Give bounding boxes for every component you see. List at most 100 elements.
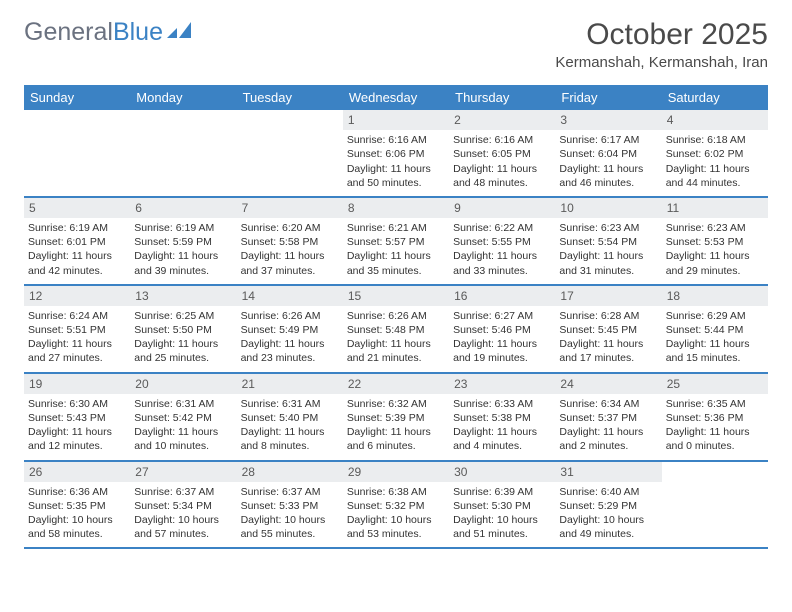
sunrise-text: Sunrise: 6:19 AM [134,221,232,235]
day-cell: 5Sunrise: 6:19 AMSunset: 6:01 PMDaylight… [24,198,130,284]
sunset-text: Sunset: 5:55 PM [453,235,551,249]
sunset-text: Sunset: 5:53 PM [666,235,764,249]
weekday-sat: Saturday [662,85,768,110]
day-number: 9 [449,198,555,218]
day-number: 16 [449,286,555,306]
sunset-text: Sunset: 6:06 PM [347,147,445,161]
day-cell [662,462,768,548]
sunset-text: Sunset: 6:01 PM [28,235,126,249]
week-row: 1Sunrise: 6:16 AMSunset: 6:06 PMDaylight… [24,110,768,198]
sunrise-text: Sunrise: 6:31 AM [241,397,339,411]
day-cell: 22Sunrise: 6:32 AMSunset: 5:39 PMDayligh… [343,374,449,460]
weeks-container: 1Sunrise: 6:16 AMSunset: 6:06 PMDaylight… [24,110,768,549]
header: GeneralBlue October 2025 Kermanshah, Ker… [24,18,768,71]
day-cell: 10 Sunrise: 6:23 AMSunset: 5:54 PMDayligh… [555,198,661,284]
daylight-text: Daylight: 11 hours and 46 minutes. [559,162,657,190]
daylight-text: Daylight: 11 hours and 29 minutes. [666,249,764,277]
day-cell: 11 Sunrise: 6:23 AMSunset: 5:53 PMDayligh… [662,198,768,284]
sunrise-text: Sunrise: 6:33 AM [453,397,551,411]
sunrise-text: Sunrise: 6:26 AM [241,309,339,323]
sunset-text: Sunset: 5:36 PM [666,411,764,425]
day-cell: 17Sunrise: 6:28 AMSunset: 5:45 PMDayligh… [555,286,661,372]
day-number: 17 [555,286,661,306]
day-cell: 24Sunrise: 6:34 AMSunset: 5:37 PMDayligh… [555,374,661,460]
sunrise-text: Sunrise: 6:37 AM [241,485,339,499]
day-cell: 28 Sunrise: 6:37 AMSunset: 5:33 PMDayligh… [237,462,343,548]
logo-text-blue: Blue [113,18,163,47]
daylight-text: Daylight: 11 hours and 10 minutes. [134,425,232,453]
day-cell: 31Sunrise: 6:40 AMSunset: 5:29 PMDayligh… [555,462,661,548]
sunrise-text: Sunrise: 6:21 AM [347,221,445,235]
day-number: 4 [662,110,768,130]
day-cell: 2Sunrise: 6:16 AMSunset: 6:05 PMDaylight… [449,110,555,196]
sunset-text: Sunset: 5:33 PM [241,499,339,513]
daylight-text: Daylight: 11 hours and 37 minutes. [241,249,339,277]
daylight-text: Daylight: 11 hours and 39 minutes. [134,249,232,277]
daylight-text: Daylight: 11 hours and 25 minutes. [134,337,232,365]
day-number: 15 [343,286,449,306]
daylight-text: Daylight: 11 hours and 31 minutes. [559,249,657,277]
sunset-text: Sunset: 6:04 PM [559,147,657,161]
sunrise-text: Sunrise: 6:23 AM [666,221,764,235]
sunset-text: Sunset: 5:58 PM [241,235,339,249]
weekday-mon: Monday [130,85,236,110]
sunrise-text: Sunrise: 6:38 AM [347,485,445,499]
weekday-fri: Friday [555,85,661,110]
sunrise-text: Sunrise: 6:40 AM [559,485,657,499]
daylight-text: Daylight: 10 hours and 51 minutes. [453,513,551,541]
day-cell [237,110,343,196]
logo-sail-icon [167,18,193,47]
sunset-text: Sunset: 5:38 PM [453,411,551,425]
daylight-text: Daylight: 11 hours and 42 minutes. [28,249,126,277]
day-cell: 21Sunrise: 6:31 AMSunset: 5:40 PMDayligh… [237,374,343,460]
day-cell: 26Sunrise: 6:36 AMSunset: 5:35 PMDayligh… [24,462,130,548]
daylight-text: Daylight: 10 hours and 58 minutes. [28,513,126,541]
day-number: 11 [662,198,768,218]
daylight-text: Daylight: 11 hours and 2 minutes. [559,425,657,453]
sunset-text: Sunset: 5:42 PM [134,411,232,425]
day-number: 8 [343,198,449,218]
day-number: 23 [449,374,555,394]
weekday-wed: Wednesday [343,85,449,110]
day-cell: 19Sunrise: 6:30 AMSunset: 5:43 PMDayligh… [24,374,130,460]
sunrise-text: Sunrise: 6:18 AM [666,133,764,147]
day-cell: 8Sunrise: 6:21 AMSunset: 5:57 PMDaylight… [343,198,449,284]
day-number: 6 [130,198,236,218]
sunrise-text: Sunrise: 6:36 AM [28,485,126,499]
sunrise-text: Sunrise: 6:31 AM [134,397,232,411]
sunrise-text: Sunrise: 6:23 AM [559,221,657,235]
daylight-text: Daylight: 11 hours and 17 minutes. [559,337,657,365]
daylight-text: Daylight: 11 hours and 15 minutes. [666,337,764,365]
daylight-text: Daylight: 11 hours and 33 minutes. [453,249,551,277]
day-number: 28 [237,462,343,482]
month-title: October 2025 [555,18,768,52]
title-block: October 2025 Kermanshah, Kermanshah, Ira… [555,18,768,71]
sunset-text: Sunset: 5:45 PM [559,323,657,337]
day-cell: 4Sunrise: 6:18 AMSunset: 6:02 PMDaylight… [662,110,768,196]
day-cell: 9Sunrise: 6:22 AMSunset: 5:55 PMDaylight… [449,198,555,284]
day-number: 31 [555,462,661,482]
day-cell: 18Sunrise: 6:29 AMSunset: 5:44 PMDayligh… [662,286,768,372]
weekday-tue: Tuesday [237,85,343,110]
sunset-text: Sunset: 5:43 PM [28,411,126,425]
daylight-text: Daylight: 11 hours and 44 minutes. [666,162,764,190]
calendar: Sunday Monday Tuesday Wednesday Thursday… [24,85,768,549]
week-row: 5Sunrise: 6:19 AMSunset: 6:01 PMDaylight… [24,198,768,286]
daylight-text: Daylight: 10 hours and 53 minutes. [347,513,445,541]
sunrise-text: Sunrise: 6:25 AM [134,309,232,323]
logo-text-gray: General [24,18,113,47]
sunset-text: Sunset: 5:37 PM [559,411,657,425]
daylight-text: Daylight: 11 hours and 21 minutes. [347,337,445,365]
sunset-text: Sunset: 5:54 PM [559,235,657,249]
daylight-text: Daylight: 11 hours and 50 minutes. [347,162,445,190]
day-cell [130,110,236,196]
day-cell: 14Sunrise: 6:26 AMSunset: 5:49 PMDayligh… [237,286,343,372]
day-cell: 23Sunrise: 6:33 AMSunset: 5:38 PMDayligh… [449,374,555,460]
day-number: 19 [24,374,130,394]
day-cell: 15Sunrise: 6:26 AMSunset: 5:48 PMDayligh… [343,286,449,372]
daylight-text: Daylight: 10 hours and 49 minutes. [559,513,657,541]
day-cell: 16Sunrise: 6:27 AMSunset: 5:46 PMDayligh… [449,286,555,372]
daylight-text: Daylight: 10 hours and 55 minutes. [241,513,339,541]
sunset-text: Sunset: 5:50 PM [134,323,232,337]
day-number: 10 [555,198,661,218]
